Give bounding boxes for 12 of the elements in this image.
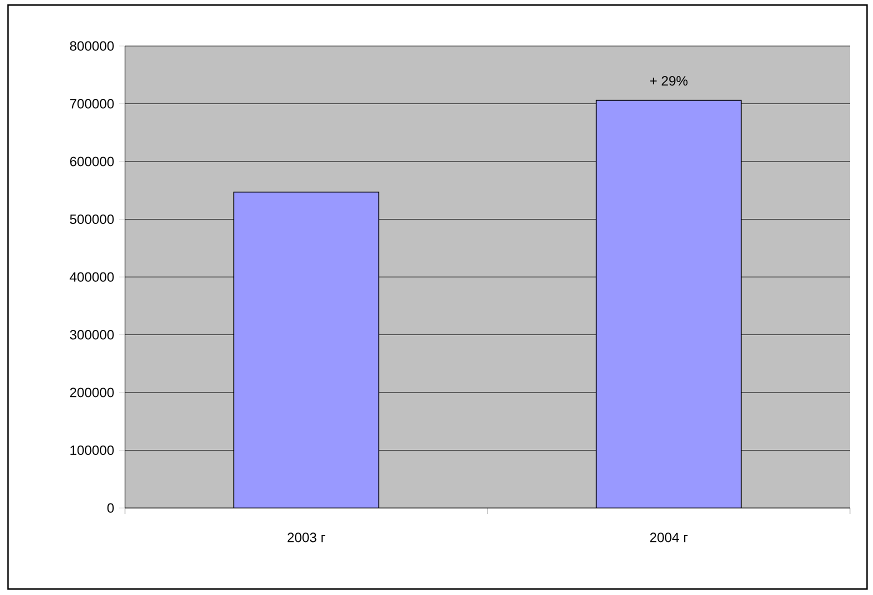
y-tick-label: 0 — [107, 503, 114, 513]
y-tick-label: 200000 — [70, 388, 114, 398]
y-tick-label: 800000 — [70, 41, 114, 51]
y-tick-label: 400000 — [70, 272, 114, 282]
y-tick-label: 100000 — [70, 445, 114, 456]
y-tick-label: 700000 — [70, 98, 114, 109]
annotation: + 29% — [650, 76, 688, 86]
x-tick-label: 2003 г — [288, 532, 326, 542]
y-tick-label: 500000 — [70, 214, 114, 224]
x-tick-label: 2004 г — [650, 532, 688, 542]
y-tick-label: 600000 — [70, 156, 114, 166]
y-tick-label: 300000 — [70, 330, 114, 340]
